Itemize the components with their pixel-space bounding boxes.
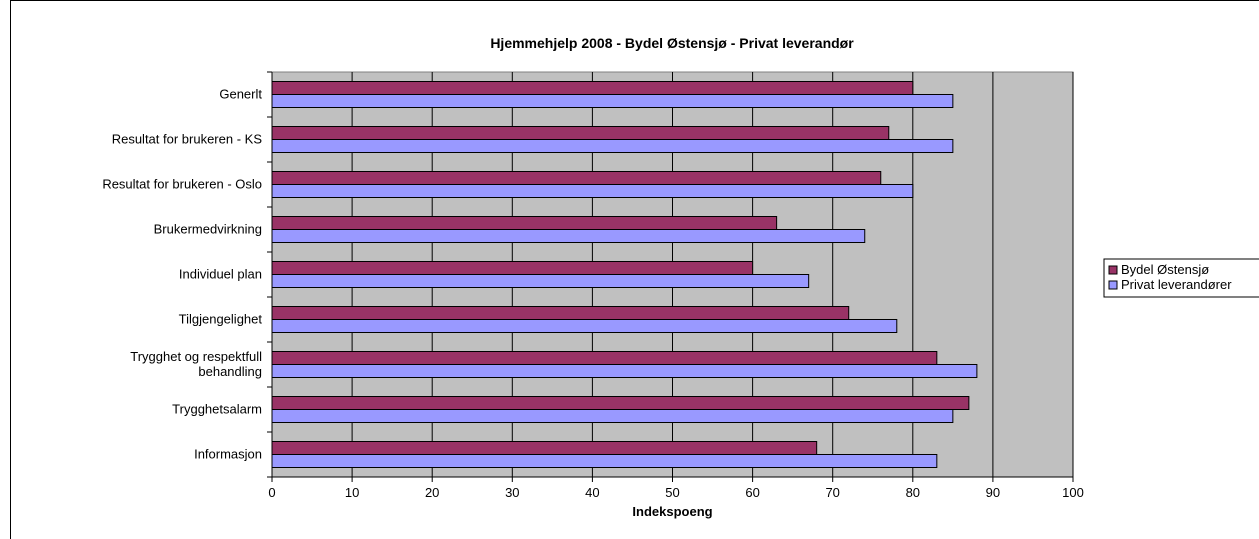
bar-privat xyxy=(271,409,954,423)
x-tick-label: 90 xyxy=(986,485,1000,500)
category-label-line: Trygghet og respektfull xyxy=(130,349,262,364)
chart-frame xyxy=(10,0,1259,539)
category-label-line: Individuel plan xyxy=(179,267,262,282)
x-tick-label: 30 xyxy=(505,485,519,500)
chart-title: Hjemmehjelp 2008 - Bydel Østensjø - Priv… xyxy=(490,35,854,51)
bar-bydel xyxy=(271,261,754,275)
category-label: Tilgjengelighet xyxy=(179,312,263,327)
x-tick-label: 40 xyxy=(585,485,599,500)
legend-swatch xyxy=(1108,280,1118,290)
bar-bydel xyxy=(271,351,938,365)
category-label: Trygghetsalarm xyxy=(172,402,262,417)
x-tick-label: 100 xyxy=(1062,485,1084,500)
bar-privat xyxy=(271,319,898,333)
bar-privat xyxy=(271,94,954,108)
legend-label: Privat leverandører xyxy=(1121,277,1232,292)
x-tick-label: 50 xyxy=(665,485,679,500)
bar-bydel xyxy=(271,171,882,185)
category-label-line: Resultat for brukeren - KS xyxy=(112,132,263,147)
x-tick-label: 0 xyxy=(268,485,275,500)
category-label-line: Resultat for brukeren - Oslo xyxy=(102,177,262,192)
bar-bydel xyxy=(271,216,778,230)
x-tick-labels: 0 10 20 30 40 50 60 70 80 90 100 xyxy=(268,485,1083,500)
bar-privat xyxy=(271,454,938,468)
bar-privat xyxy=(271,184,914,198)
category-label-line: Informasjon xyxy=(194,447,262,462)
category-label: Trygghet og respektfull behandling xyxy=(130,349,262,379)
x-tick-label: 60 xyxy=(745,485,759,500)
category-label: Resultat for brukeren - Oslo xyxy=(102,177,262,192)
bar-privat xyxy=(271,139,954,153)
x-tick-label: 80 xyxy=(906,485,920,500)
category-label-line: Trygghetsalarm xyxy=(172,402,262,417)
legend-swatch xyxy=(1108,265,1118,275)
bar-privat xyxy=(271,364,978,378)
x-tick-label: 20 xyxy=(425,485,439,500)
bar-bydel xyxy=(271,126,890,140)
bar-bydel xyxy=(271,81,914,95)
category-label: Brukermedvirkning xyxy=(154,222,262,237)
legend-box xyxy=(1103,258,1259,298)
category-labels: Generlt Resultat for brukeren - KS Resulta… xyxy=(102,87,262,462)
category-label-line: Generlt xyxy=(219,87,262,102)
x-tick-label: 10 xyxy=(345,485,359,500)
x-tick-label: 70 xyxy=(825,485,839,500)
bar-privat xyxy=(271,229,866,243)
category-label: Informasjon xyxy=(194,447,262,462)
category-label-line: Brukermedvirkning xyxy=(154,222,262,237)
bar-bydel xyxy=(271,441,818,455)
legend-label: Bydel Østensjø xyxy=(1121,262,1209,277)
bar-bydel xyxy=(271,396,970,410)
category-label-line: behandling xyxy=(198,364,262,379)
category-label: Individuel plan xyxy=(179,267,262,282)
category-label-line: Tilgjengelighet xyxy=(179,312,263,327)
bar-bydel xyxy=(271,306,850,320)
category-label: Generlt xyxy=(219,87,262,102)
axes xyxy=(267,71,1074,482)
x-axis-title: Indekspoeng xyxy=(632,504,712,519)
bar-privat xyxy=(271,274,810,288)
category-label: Resultat for brukeren - KS xyxy=(112,132,263,147)
